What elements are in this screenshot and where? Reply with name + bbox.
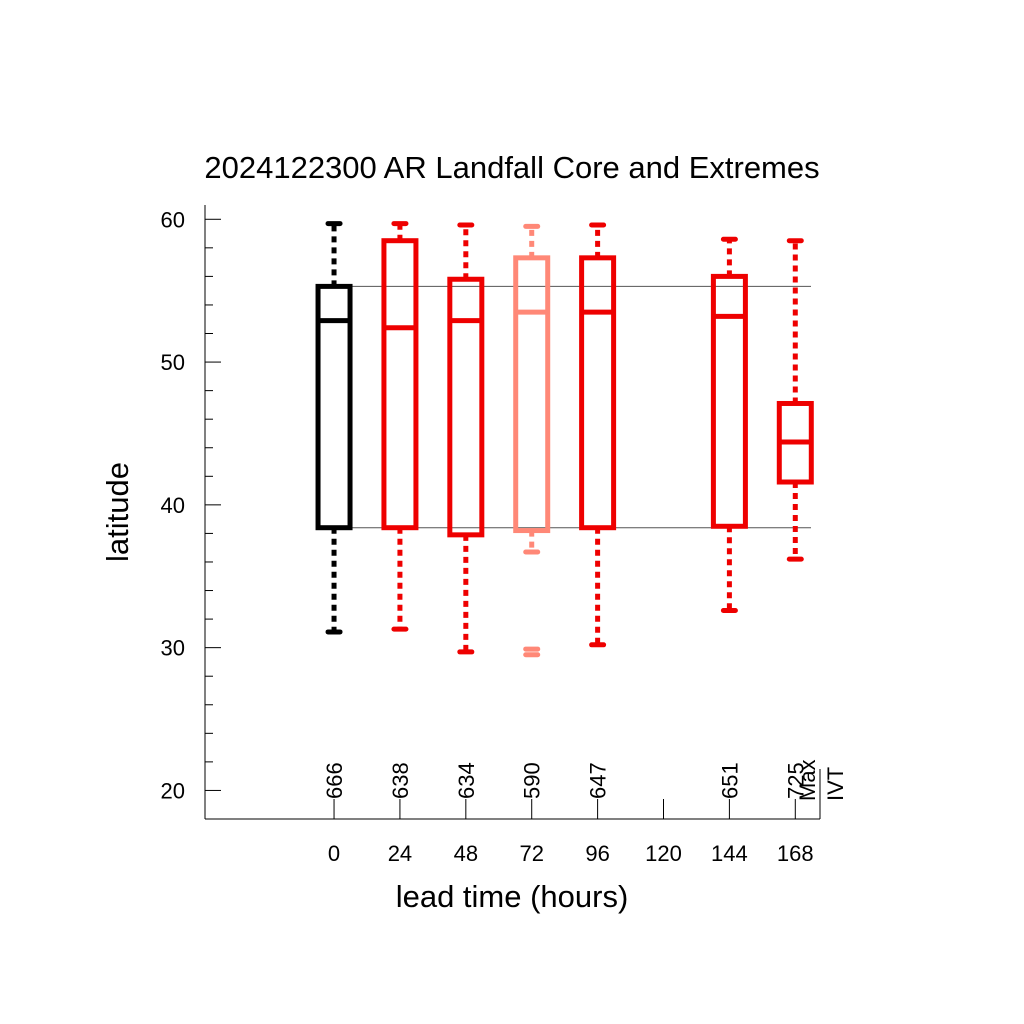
- box: [381, 238, 419, 531]
- y-axis-label: latitude: [100, 462, 135, 562]
- y-tick-label: 40: [161, 493, 185, 518]
- count-label: 725: [783, 762, 808, 799]
- count-label: 634: [454, 762, 479, 799]
- box: [447, 276, 485, 538]
- x-tick-label: 48: [454, 841, 478, 866]
- count-label: 651: [717, 762, 742, 799]
- chart-title: 2024122300 AR Landfall Core and Extremes: [204, 150, 819, 185]
- x-axis-label: lead time (hours): [396, 879, 629, 914]
- x-tick-label: 0: [328, 841, 340, 866]
- count-label: 638: [388, 762, 413, 799]
- y-tick-label: 20: [161, 778, 185, 803]
- count-label: 647: [586, 762, 611, 799]
- box: [710, 273, 748, 529]
- legend-text-max: Max: [795, 759, 820, 801]
- x-tick-label: 24: [388, 841, 412, 866]
- x-tick-label: 72: [519, 841, 543, 866]
- plot-area: 20 30 40 50 60 0 24 48 72 96 120 144 168 666 638 634 590…: [161, 205, 848, 866]
- x-tick-label: 96: [585, 841, 609, 866]
- box: [579, 255, 617, 531]
- y-tick-label: 30: [161, 636, 185, 661]
- y-tick-label: 60: [161, 207, 185, 232]
- box: [513, 255, 551, 534]
- count-label: 590: [520, 762, 545, 799]
- legend-text-ivt: IVT: [823, 767, 848, 801]
- count-label: 666: [322, 762, 347, 799]
- x-tick-label: 168: [777, 841, 814, 866]
- x-tick-label: 120: [645, 841, 682, 866]
- y-tick-label: 50: [161, 350, 185, 375]
- box: [315, 283, 353, 531]
- x-tick-label: 144: [711, 841, 748, 866]
